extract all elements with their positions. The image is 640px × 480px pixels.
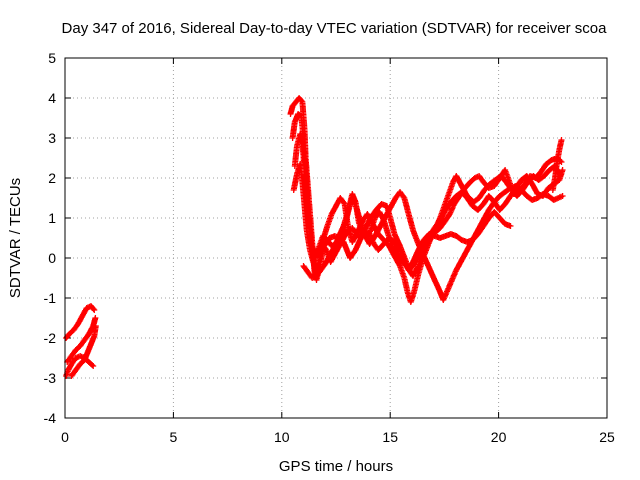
x-tick-label: 25 (599, 429, 615, 445)
x-tick-labels: 0 5 10 15 20 25 (61, 429, 615, 445)
chart-title: Day 347 of 2016, Sidereal Day-to-day VTE… (62, 20, 608, 37)
y-tick-label: 5 (48, 50, 56, 66)
series-points (63, 95, 566, 379)
y-tick-label: 2 (48, 170, 56, 186)
x-tick-label: 15 (382, 429, 398, 445)
plot-frame (64, 57, 608, 419)
x-tick-label: 10 (274, 429, 290, 445)
y-tick-label: -3 (44, 370, 57, 386)
y-tick-label: 1 (48, 210, 56, 226)
y-tick-labels: -4 -3 -2 -1 0 1 2 3 4 5 (44, 50, 57, 426)
x-tick-label: 0 (61, 429, 69, 445)
y-tick-label: -1 (44, 290, 57, 306)
y-tick-label: -2 (44, 330, 57, 346)
y-tick-label: -4 (44, 410, 57, 426)
y-axis-title: SDTVAR / TECUs (7, 178, 24, 298)
x-axis-title: GPS time / hours (279, 458, 393, 475)
y-tick-label: 3 (48, 130, 56, 146)
y-tick-label: 0 (48, 250, 56, 266)
x-tick-label: 5 (170, 429, 178, 445)
data-points (63, 95, 566, 379)
x-tick-label: 20 (491, 429, 507, 445)
y-tick-label: 4 (48, 90, 56, 106)
